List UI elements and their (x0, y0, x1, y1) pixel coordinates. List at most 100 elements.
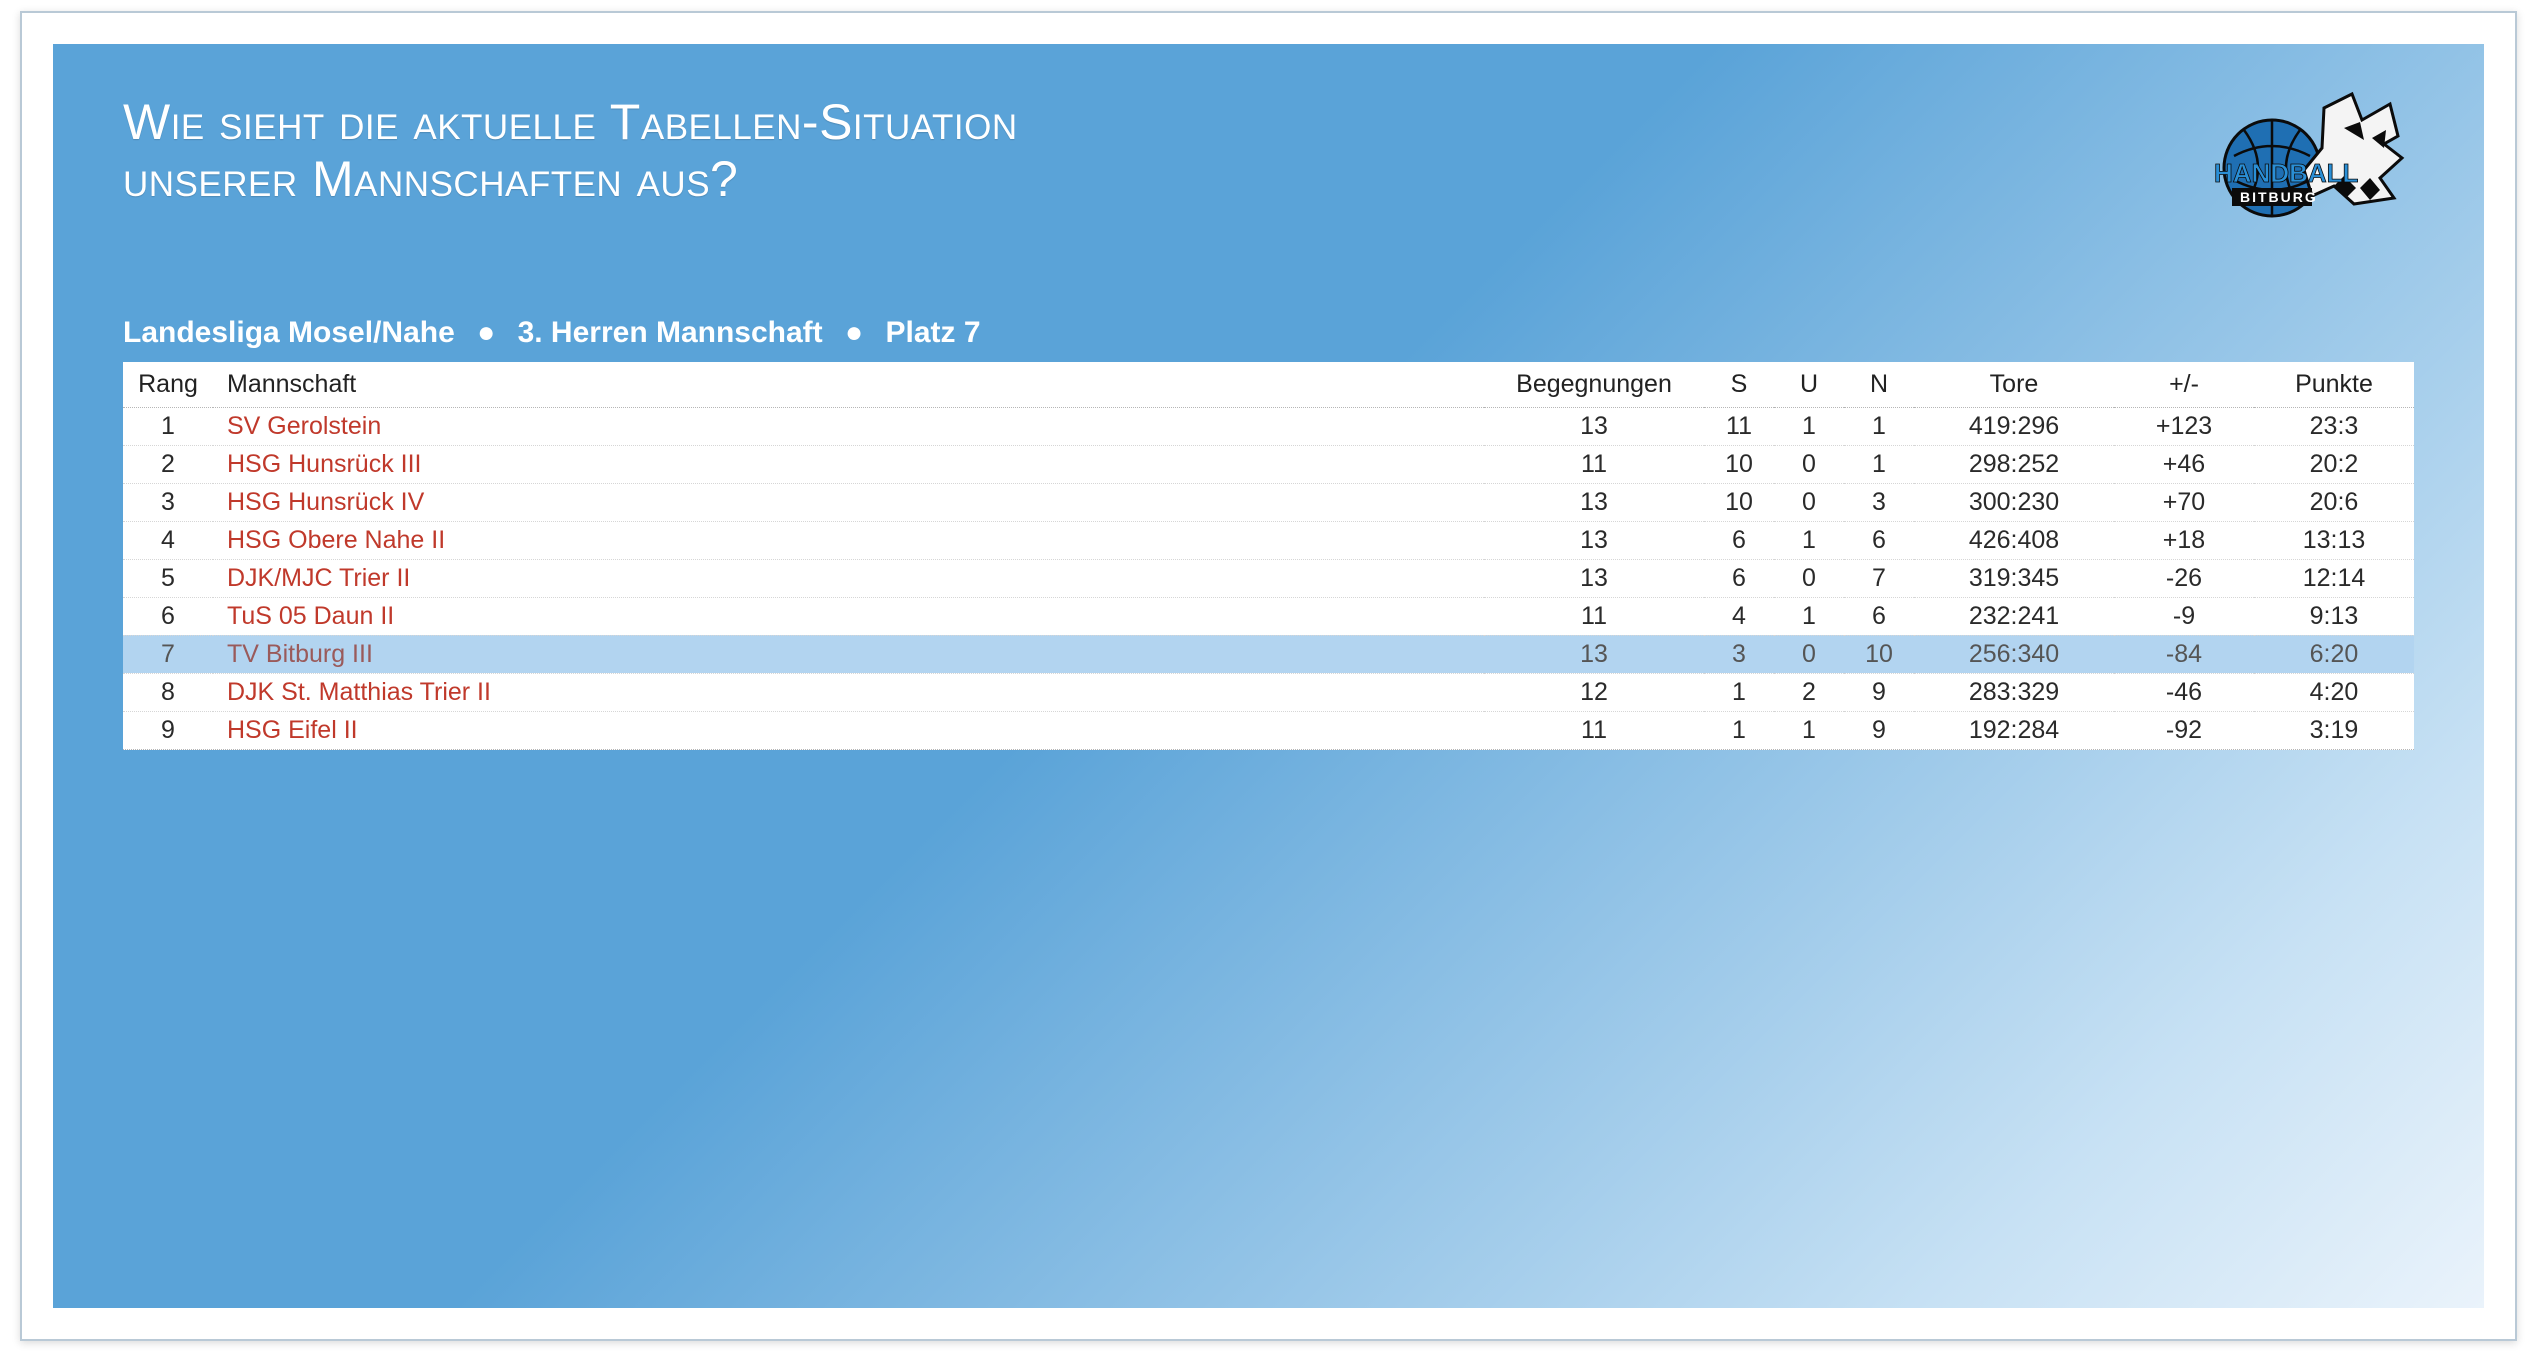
cell-games: 13 (1484, 521, 1704, 559)
col-header-u: U (1774, 362, 1844, 408)
col-header-n: N (1844, 362, 1914, 408)
cell-team: TV Bitburg III (213, 635, 1484, 673)
cell-punkte: 3:19 (2254, 711, 2414, 749)
cell-n: 9 (1844, 673, 1914, 711)
cell-tore: 426:408 (1914, 521, 2114, 559)
team-link[interactable]: HSG Hunsrück IV (227, 488, 424, 516)
cell-s: 6 (1704, 521, 1774, 559)
team-link[interactable]: HSG Obere Nahe II (227, 526, 445, 554)
cell-games: 13 (1484, 635, 1704, 673)
cell-games: 11 (1484, 711, 1704, 749)
table-row: 8DJK St. Matthias Trier II12129283:329-4… (123, 673, 2414, 711)
logo-text-bottom: BITBURG (2240, 189, 2318, 205)
cell-diff: +18 (2114, 521, 2254, 559)
cell-s: 10 (1704, 445, 1774, 483)
cell-n: 9 (1844, 711, 1914, 749)
cell-u: 1 (1774, 407, 1844, 445)
cell-n: 10 (1844, 635, 1914, 673)
standings-table-wrap: Rang Mannschaft Begegnungen S U N Tore +… (123, 362, 2414, 750)
cell-rank: 5 (123, 559, 213, 597)
cell-u: 0 (1774, 483, 1844, 521)
cell-punkte: 20:2 (2254, 445, 2414, 483)
table-row: 7 TV Bitburg III 133010256:340-846:20 (123, 635, 2414, 673)
cell-team: HSG Obere Nahe II (213, 521, 1484, 559)
cell-s: 1 (1704, 711, 1774, 749)
team-link[interactable]: HSG Hunsrück III (227, 450, 422, 478)
team-link[interactable]: TV Bitburg III (227, 640, 373, 668)
cell-rank: 1 (123, 407, 213, 445)
cell-rank: 3 (123, 483, 213, 521)
cell-team: HSG Eifel II (213, 711, 1484, 749)
team-link[interactable]: TuS 05 Daun II (227, 602, 394, 630)
cell-s: 3 (1704, 635, 1774, 673)
team-link[interactable]: DJK St. Matthias Trier II (227, 678, 491, 706)
cell-punkte: 23:3 (2254, 407, 2414, 445)
cell-n: 1 (1844, 407, 1914, 445)
title-row: Wie sieht die aktuelle Tabellen-Situatio… (123, 94, 2414, 226)
cell-team: DJK St. Matthias Trier II (213, 673, 1484, 711)
cell-diff: -92 (2114, 711, 2254, 749)
cell-u: 0 (1774, 635, 1844, 673)
cell-tore: 283:329 (1914, 673, 2114, 711)
cell-games: 12 (1484, 673, 1704, 711)
subtitle-place: Platz 7 (885, 316, 980, 349)
cell-u: 1 (1774, 711, 1844, 749)
cell-u: 0 (1774, 445, 1844, 483)
team-link[interactable]: HSG Eifel II (227, 716, 358, 744)
cell-diff: -9 (2114, 597, 2254, 635)
standings-table: Rang Mannschaft Begegnungen S U N Tore +… (123, 362, 2414, 749)
cell-team: SV Gerolstein (213, 407, 1484, 445)
cell-s: 4 (1704, 597, 1774, 635)
col-header-s: S (1704, 362, 1774, 408)
cell-punkte: 6:20 (2254, 635, 2414, 673)
bullet-icon: ● (477, 316, 495, 349)
cell-tore: 300:230 (1914, 483, 2114, 521)
cell-games: 11 (1484, 597, 1704, 635)
cell-tore: 298:252 (1914, 445, 2114, 483)
cell-tore: 319:345 (1914, 559, 2114, 597)
table-body: 1SV Gerolstein131111419:296+12323:32HSG … (123, 407, 2414, 749)
table-row: 6TuS 05 Daun II11416232:241-99:13 (123, 597, 2414, 635)
cell-rank: 9 (123, 711, 213, 749)
table-row: 3HSG Hunsrück IV131003300:230+7020:6 (123, 483, 2414, 521)
cell-rank: 8 (123, 673, 213, 711)
team-link[interactable]: SV Gerolstein (227, 412, 381, 440)
cell-n: 3 (1844, 483, 1914, 521)
cell-punkte: 13:13 (2254, 521, 2414, 559)
cell-rank: 4 (123, 521, 213, 559)
table-row: 4HSG Obere Nahe II13616426:408+1813:13 (123, 521, 2414, 559)
logo-text-top: HANDBALL (2214, 158, 2359, 188)
title-line-2: unserer Mannschaften aus? (123, 151, 738, 207)
cell-tore: 192:284 (1914, 711, 2114, 749)
cell-team: HSG Hunsrück III (213, 445, 1484, 483)
club-logo: HANDBALL BITBURG (2184, 86, 2414, 226)
outer-frame: Wie sieht die aktuelle Tabellen-Situatio… (20, 11, 2517, 1342)
cell-s: 6 (1704, 559, 1774, 597)
table-row: 1SV Gerolstein131111419:296+12323:3 (123, 407, 2414, 445)
cell-s: 10 (1704, 483, 1774, 521)
cell-rank: 7 (123, 635, 213, 673)
cell-tore: 256:340 (1914, 635, 2114, 673)
cell-diff: -84 (2114, 635, 2254, 673)
bullet-icon: ● (845, 316, 863, 349)
cell-s: 11 (1704, 407, 1774, 445)
col-header-begegnungen: Begegnungen (1484, 362, 1704, 408)
cell-diff: -46 (2114, 673, 2254, 711)
cell-n: 7 (1844, 559, 1914, 597)
subtitle-league: Landesliga Mosel/Nahe (123, 316, 455, 349)
col-header-mannschaft: Mannschaft (213, 362, 1484, 408)
cell-tore: 419:296 (1914, 407, 2114, 445)
cell-diff: +46 (2114, 445, 2254, 483)
cell-team: HSG Hunsrück IV (213, 483, 1484, 521)
cell-games: 13 (1484, 407, 1704, 445)
cell-n: 6 (1844, 521, 1914, 559)
col-header-tore: Tore (1914, 362, 2114, 408)
table-row: 2HSG Hunsrück III111001298:252+4620:2 (123, 445, 2414, 483)
cell-team: TuS 05 Daun II (213, 597, 1484, 635)
cell-n: 1 (1844, 445, 1914, 483)
cell-u: 1 (1774, 521, 1844, 559)
cell-u: 0 (1774, 559, 1844, 597)
table-header-row: Rang Mannschaft Begegnungen S U N Tore +… (123, 362, 2414, 408)
cell-n: 6 (1844, 597, 1914, 635)
team-link[interactable]: DJK/MJC Trier II (227, 564, 410, 592)
